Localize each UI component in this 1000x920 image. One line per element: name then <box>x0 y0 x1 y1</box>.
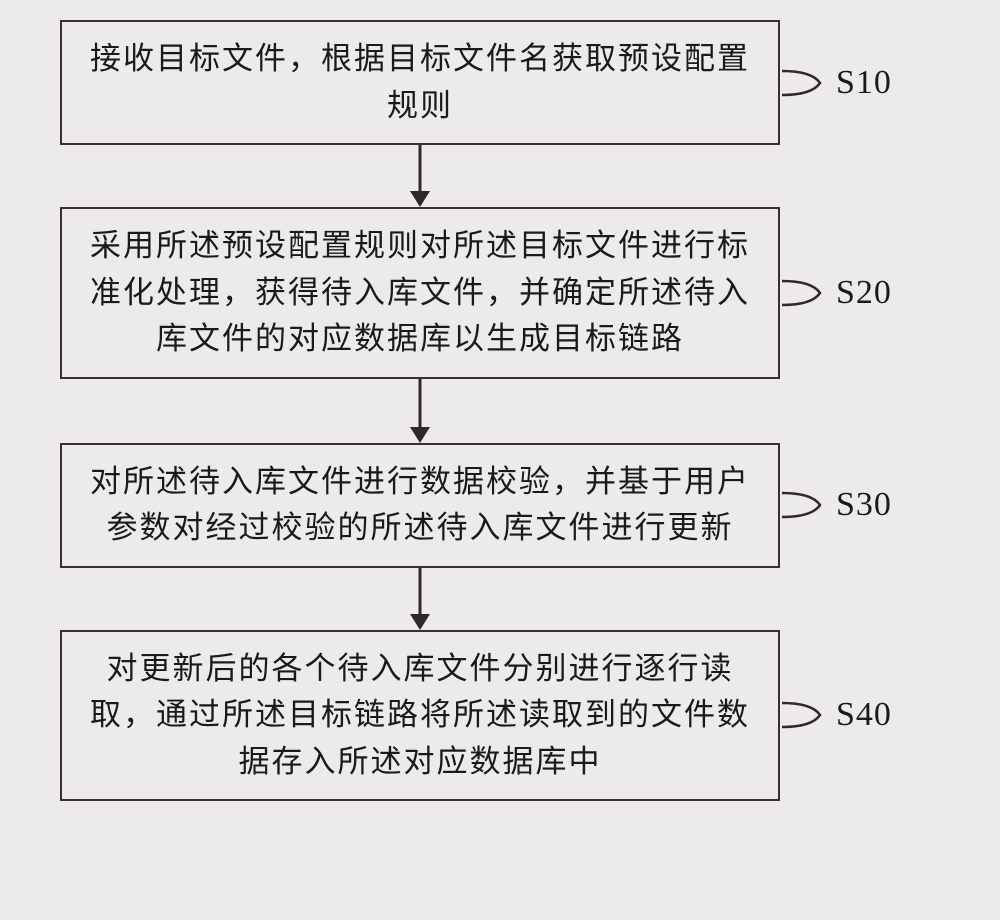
flow-step-row: 对所述待入库文件进行数据校验，并基于用户参数对经过校验的所述待入库文件进行更新 … <box>60 443 1000 568</box>
flow-step-box-s10: 接收目标文件，根据目标文件名获取预设配置规则 <box>60 20 780 145</box>
arrow-wrap <box>60 379 780 443</box>
step-label-group: S40 <box>780 695 892 735</box>
connector-curve-icon <box>780 485 840 525</box>
flow-step-box-s30: 对所述待入库文件进行数据校验，并基于用户参数对经过校验的所述待入库文件进行更新 <box>60 443 780 568</box>
flow-step-row: 采用所述预设配置规则对所述目标文件进行标准化处理，获得待入库文件，并确定所述待入… <box>60 207 1000 379</box>
step-label-group: S20 <box>780 273 892 313</box>
step-text: 接收目标文件，根据目标文件名获取预设配置规则 <box>90 41 750 123</box>
step-label-group: S10 <box>780 63 892 103</box>
flowchart-container: 接收目标文件，根据目标文件名获取预设配置规则 S10 采用所述预设配置规则对所述… <box>0 20 1000 801</box>
step-label-s40: S40 <box>836 696 892 734</box>
flow-step-row: 接收目标文件，根据目标文件名获取预设配置规则 S10 <box>60 20 1000 145</box>
down-arrow-icon <box>400 145 440 207</box>
connector-curve-icon <box>780 63 840 103</box>
connector-curve-icon <box>780 695 840 735</box>
flow-step-row: 对更新后的各个待入库文件分别进行逐行读取，通过所述目标链路将所述读取到的文件数据… <box>60 630 1000 802</box>
step-label-s30: S30 <box>836 486 892 524</box>
step-text: 对所述待入库文件进行数据校验，并基于用户参数对经过校验的所述待入库文件进行更新 <box>90 464 750 546</box>
step-text: 采用所述预设配置规则对所述目标文件进行标准化处理，获得待入库文件，并确定所述待入… <box>90 228 750 356</box>
down-arrow-icon <box>400 379 440 443</box>
flow-step-box-s20: 采用所述预设配置规则对所述目标文件进行标准化处理，获得待入库文件，并确定所述待入… <box>60 207 780 379</box>
step-text: 对更新后的各个待入库文件分别进行逐行读取，通过所述目标链路将所述读取到的文件数据… <box>90 651 750 779</box>
flow-step-box-s40: 对更新后的各个待入库文件分别进行逐行读取，通过所述目标链路将所述读取到的文件数据… <box>60 630 780 802</box>
connector-curve-icon <box>780 273 840 313</box>
down-arrow-icon <box>400 568 440 630</box>
arrow-wrap <box>60 568 780 630</box>
arrow-wrap <box>60 145 780 207</box>
step-label-group: S30 <box>780 485 892 525</box>
step-label-s20: S20 <box>836 274 892 312</box>
step-label-s10: S10 <box>836 64 892 102</box>
